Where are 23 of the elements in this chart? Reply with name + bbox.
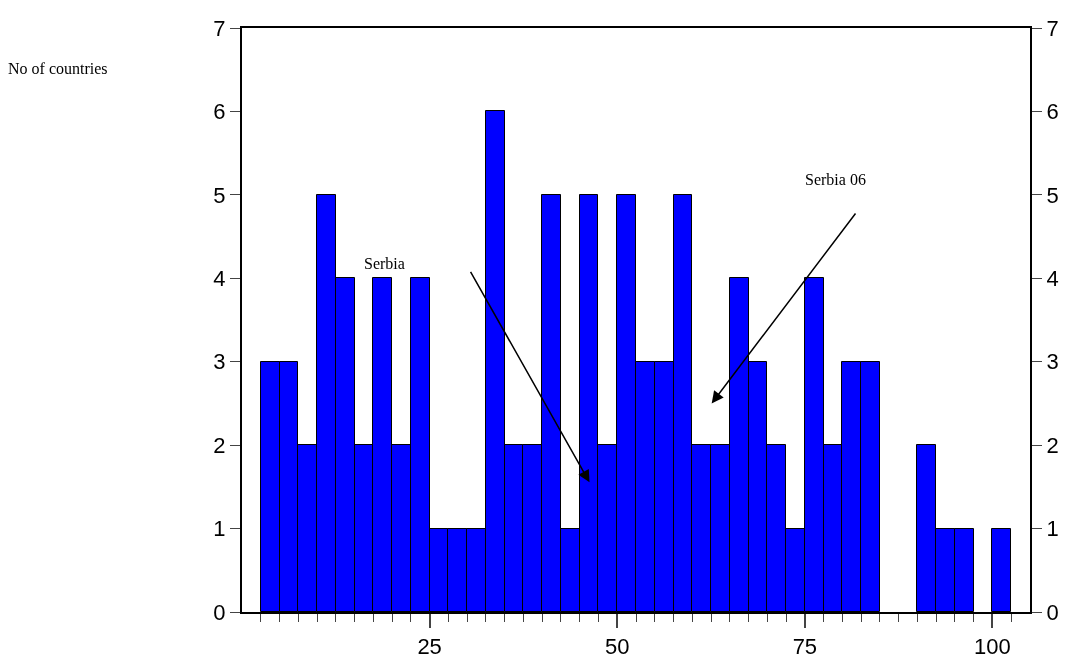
x-tick-label: 50 [605, 634, 630, 660]
y-tick-label: 5 [213, 182, 226, 208]
annotation: Serbia 06 [805, 171, 866, 188]
y2-tick-label: 0 [1046, 599, 1059, 625]
y2-tick-label: 6 [1046, 99, 1059, 125]
y2-tick-label: 4 [1046, 265, 1059, 291]
x-tick-label: 75 [792, 634, 818, 660]
y-tick-label: 6 [213, 99, 226, 125]
y-tick-label: 0 [213, 599, 226, 625]
y2-tick-label: 5 [1046, 182, 1059, 208]
x-tick-label: 100 [974, 634, 1011, 660]
y2-tick-label: 2 [1046, 432, 1059, 458]
y2-tick-label: 7 [1046, 15, 1059, 41]
y-tick-label: 1 [213, 516, 226, 542]
y-tick-label: 2 [213, 432, 226, 458]
y-tick-label: 4 [213, 265, 226, 291]
y-tick-label: 7 [213, 15, 226, 41]
y2-tick-label: 3 [1046, 349, 1059, 375]
x-tick-label: 25 [417, 634, 442, 660]
text: No of countries [8, 60, 108, 77]
y-tick-label: 3 [213, 349, 226, 375]
annotation: Serbia [364, 255, 405, 272]
y2-tick-label: 1 [1046, 516, 1059, 542]
